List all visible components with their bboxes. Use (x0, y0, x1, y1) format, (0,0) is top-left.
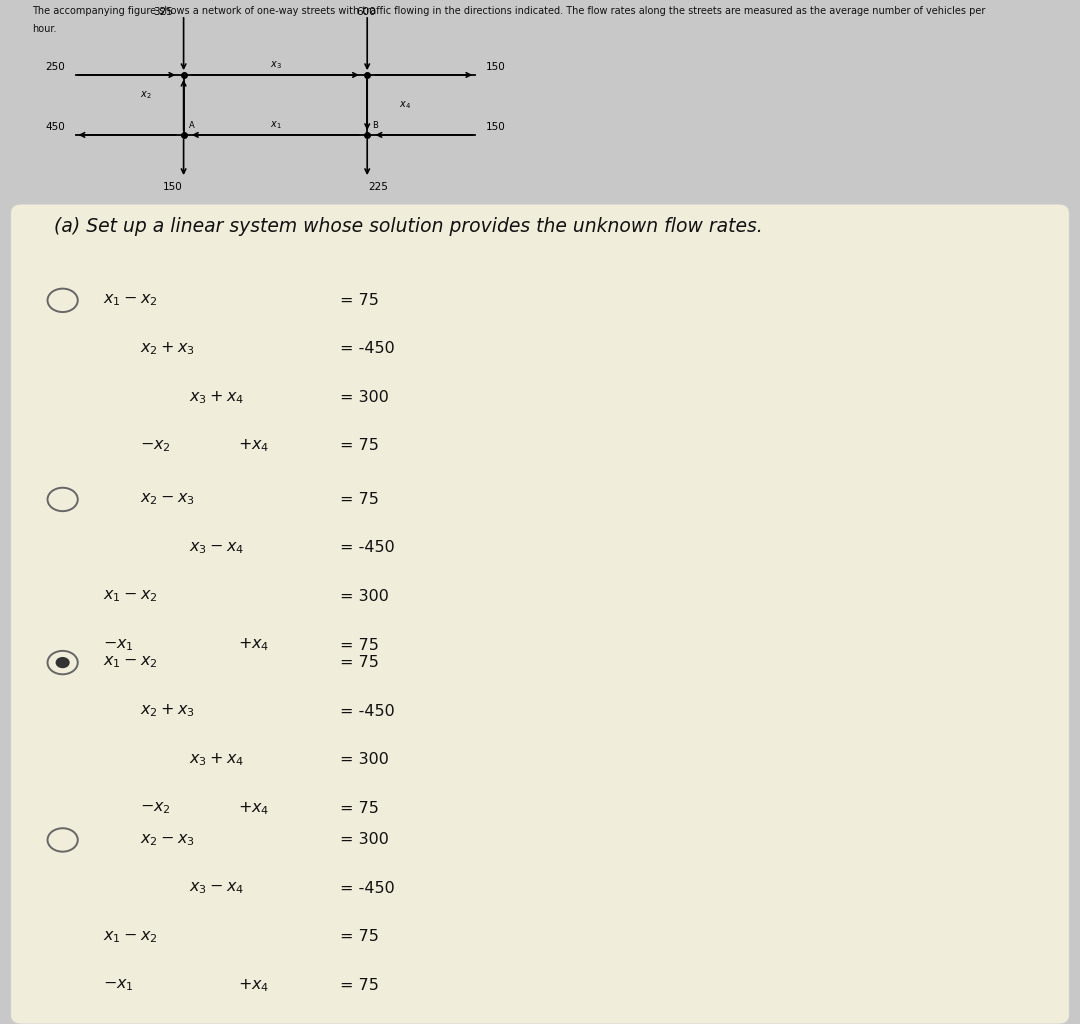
Text: = -450: = -450 (340, 341, 395, 356)
Text: 600: 600 (356, 7, 376, 17)
Text: $+ x_4$: $+ x_4$ (238, 437, 269, 455)
Text: $x_3 - x_4$: $x_3 - x_4$ (189, 881, 244, 896)
Text: = 75: = 75 (340, 930, 379, 944)
Text: = 75: = 75 (340, 438, 379, 454)
Text: 450: 450 (45, 123, 65, 132)
Text: $x_1$: $x_1$ (270, 120, 281, 131)
Text: $x_1 - x_2$: $x_1 - x_2$ (103, 293, 158, 308)
Text: $x_3$: $x_3$ (270, 59, 281, 72)
Text: $x_3 - x_4$: $x_3 - x_4$ (189, 540, 244, 556)
Text: 150: 150 (163, 182, 183, 191)
Text: $x_1 - x_2$: $x_1 - x_2$ (103, 589, 158, 604)
Text: = 300: = 300 (340, 390, 389, 404)
Text: 250: 250 (45, 62, 65, 73)
Text: = 75: = 75 (340, 492, 379, 507)
Text: 150: 150 (486, 62, 505, 73)
Text: 325: 325 (153, 7, 173, 17)
Text: B: B (373, 121, 378, 130)
Text: = 300: = 300 (340, 589, 389, 604)
Text: hour.: hour. (32, 25, 57, 35)
Text: $x_2 - x_3$: $x_2 - x_3$ (140, 833, 195, 848)
Text: $x_3 + x_4$: $x_3 + x_4$ (189, 389, 244, 406)
Text: = 300: = 300 (340, 753, 389, 767)
Text: $x_2 - x_3$: $x_2 - x_3$ (140, 492, 195, 507)
Text: $-x_1$: $-x_1$ (103, 637, 134, 653)
Text: = -450: = -450 (340, 703, 395, 719)
Text: $x_2$: $x_2$ (140, 90, 151, 101)
Text: $x_3 + x_4$: $x_3 + x_4$ (189, 752, 244, 768)
Text: The accompanying figure shows a network of one-way streets with traffic flowing : The accompanying figure shows a network … (32, 5, 986, 15)
Text: 225: 225 (368, 182, 388, 191)
Text: $-x_2$: $-x_2$ (140, 801, 172, 816)
Text: = 75: = 75 (340, 293, 379, 308)
Circle shape (56, 657, 69, 668)
Text: = 75: = 75 (340, 978, 379, 993)
Text: = 75: = 75 (340, 801, 379, 816)
Text: $x_2 + x_3$: $x_2 + x_3$ (140, 341, 195, 357)
Text: $x_1 - x_2$: $x_1 - x_2$ (103, 654, 158, 671)
Text: (a) Set up a linear system whose solution provides the unknown flow rates.: (a) Set up a linear system whose solutio… (54, 217, 762, 236)
Text: $x_2 + x_3$: $x_2 + x_3$ (140, 702, 195, 720)
Text: $x_4$: $x_4$ (399, 99, 411, 111)
Text: $x_1 - x_2$: $x_1 - x_2$ (103, 929, 158, 945)
Text: $+ x_4$: $+ x_4$ (238, 800, 269, 816)
Text: $+ x_4$: $+ x_4$ (238, 977, 269, 994)
FancyBboxPatch shape (11, 204, 1069, 1024)
Text: = -450: = -450 (340, 881, 395, 896)
Text: 150: 150 (486, 123, 505, 132)
Text: A: A (189, 121, 194, 130)
Text: $+ x_4$: $+ x_4$ (238, 637, 269, 653)
Text: = 300: = 300 (340, 833, 389, 848)
Text: = 75: = 75 (340, 655, 379, 670)
Text: $-x_2$: $-x_2$ (140, 438, 172, 454)
Text: = 75: = 75 (340, 638, 379, 652)
Text: $-x_1$: $-x_1$ (103, 978, 134, 993)
Text: = -450: = -450 (340, 541, 395, 555)
